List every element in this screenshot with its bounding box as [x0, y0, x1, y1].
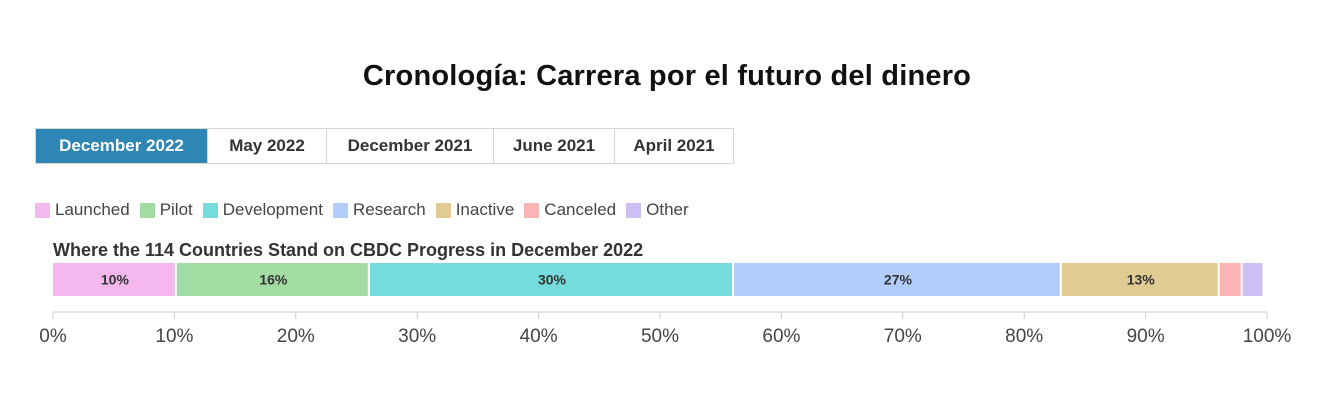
legend: Launched Pilot Development Research Inac… — [35, 200, 699, 220]
tab-december-2022[interactable]: December 2022 — [36, 129, 208, 163]
legend-item-other[interactable]: Other — [626, 200, 689, 220]
x-tick-label: 0% — [39, 326, 67, 347]
tab-may-2022[interactable]: May 2022 — [208, 129, 327, 163]
legend-label-development: Development — [222, 200, 323, 219]
legend-item-inactive[interactable]: Inactive — [435, 200, 515, 220]
tab-december-2021[interactable]: December 2021 — [327, 129, 494, 163]
bar-segment-launched[interactable] — [53, 263, 175, 296]
legend-swatch-canceled — [524, 202, 540, 218]
legend-item-development[interactable]: Development — [202, 200, 323, 220]
period-tabs: December 2022 May 2022 December 2021 Jun… — [35, 128, 734, 164]
x-axis-ticks: 0% 10% 20% 30% 40% 50% 60% 70% 80% 90% 100% — [39, 312, 1291, 347]
tab-april-2021[interactable]: April 2021 — [615, 129, 733, 163]
bar-segment-development[interactable] — [369, 263, 733, 296]
legend-swatch-other — [626, 202, 642, 218]
x-tick-label: 10% — [155, 326, 193, 347]
bar-segment-inactive[interactable] — [1061, 263, 1218, 296]
bar-label-launched: 10% — [101, 272, 130, 288]
x-tick-label: 80% — [1005, 326, 1043, 347]
x-tick-label: 70% — [884, 326, 922, 347]
legend-swatch-development — [202, 202, 218, 218]
legend-label-inactive: Inactive — [455, 200, 515, 219]
legend-item-launched[interactable]: Launched — [35, 200, 130, 220]
legend-swatch-pilot — [139, 202, 155, 218]
tab-june-2021[interactable]: June 2021 — [494, 129, 615, 163]
x-tick-label: 40% — [520, 326, 558, 347]
x-tick-label: 30% — [398, 326, 436, 347]
x-tick-label: 50% — [641, 326, 679, 347]
bar-segment-pilot[interactable] — [176, 263, 368, 296]
x-tick-label: 90% — [1127, 326, 1165, 347]
legend-label-canceled: Canceled — [544, 200, 617, 219]
legend-label-research: Research — [352, 200, 426, 219]
legend-label-pilot: Pilot — [159, 200, 193, 219]
legend-item-canceled[interactable]: Canceled — [524, 200, 616, 220]
bar-segment-other[interactable] — [1242, 263, 1263, 296]
bar-segments — [53, 263, 1263, 296]
bar-label-inactive: 13% — [1127, 272, 1156, 288]
legend-item-research[interactable]: Research — [332, 200, 426, 220]
bar-label-development: 30% — [538, 272, 567, 288]
chart-title: Cronología: Carrera por el futuro del di… — [362, 60, 972, 92]
x-tick-label: 60% — [762, 326, 800, 347]
legend-swatch-inactive — [435, 202, 451, 218]
x-tick-label: 100% — [1243, 326, 1292, 347]
x-tick-label: 20% — [277, 326, 315, 347]
legend-swatch-launched — [35, 202, 50, 218]
chart-subtitle: Where the 114 Countries Stand on CBDC Pr… — [53, 240, 644, 260]
bar-label-research: 27% — [884, 272, 913, 288]
legend-label-other: Other — [646, 200, 689, 219]
legend-label-launched: Launched — [55, 200, 130, 219]
legend-item-pilot[interactable]: Pilot — [139, 200, 193, 220]
bar-segment-canceled[interactable] — [1219, 263, 1241, 296]
bar-label-pilot: 16% — [259, 272, 288, 288]
legend-swatch-research — [332, 202, 348, 218]
bar-segment-research[interactable] — [734, 263, 1060, 296]
bar-segment-labels: 10% 16% 30% 27% 13% — [101, 272, 1155, 288]
